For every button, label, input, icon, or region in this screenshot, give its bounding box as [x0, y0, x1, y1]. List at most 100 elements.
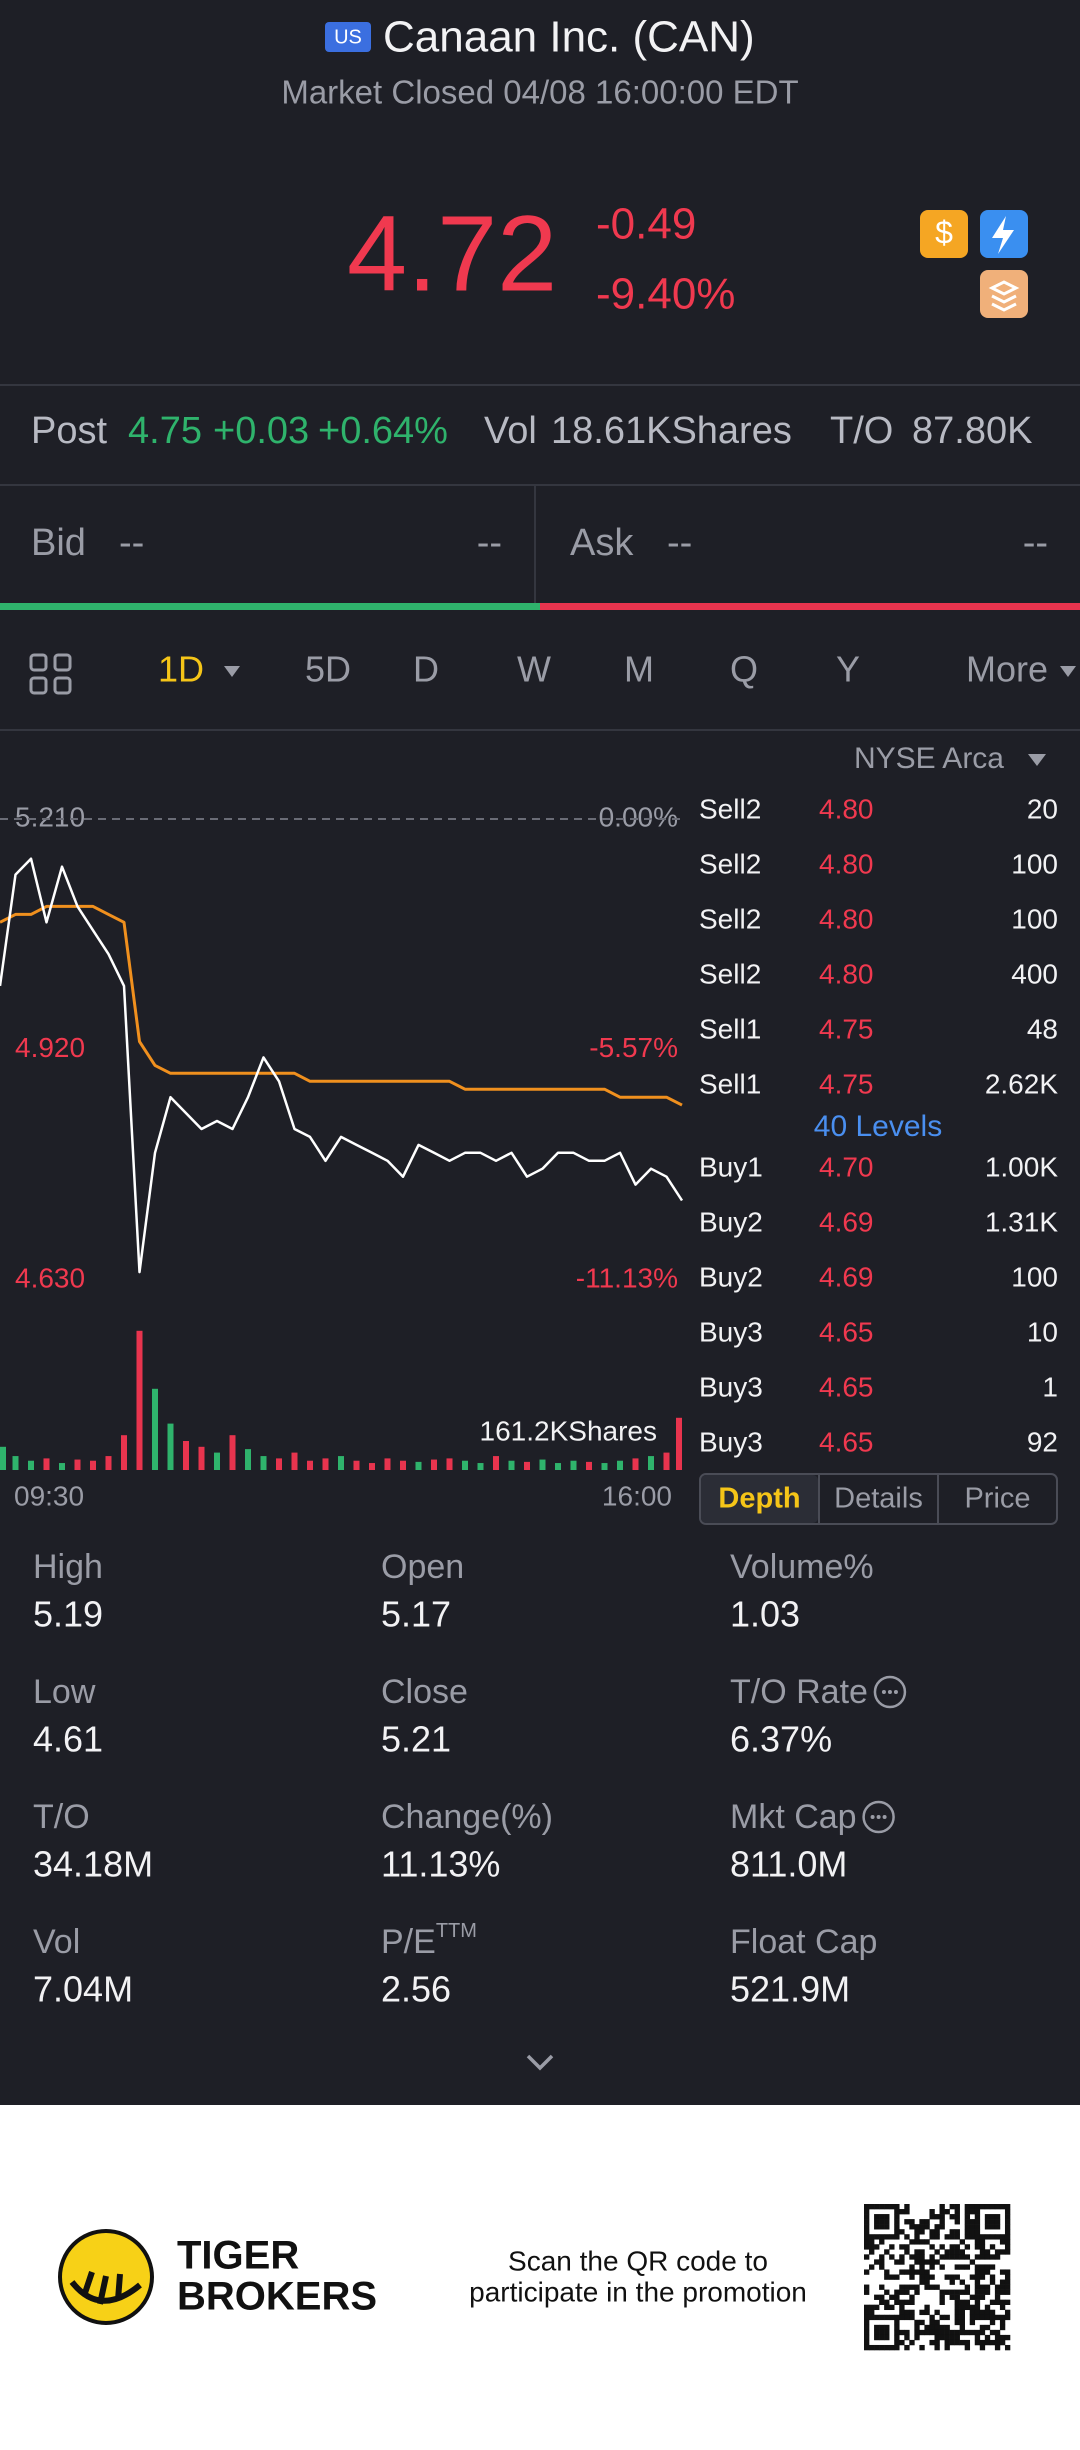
qr-module	[984, 2249, 991, 2255]
qr-module	[954, 2249, 960, 2255]
qr-module	[989, 2254, 996, 2260]
qr-module	[929, 2254, 935, 2260]
qr-module	[964, 2339, 971, 2346]
expand-chevron[interactable]	[526, 2054, 554, 2071]
qr-module	[904, 2344, 910, 2351]
qr-module	[944, 2234, 950, 2240]
book-size: 1.00K	[985, 1151, 1058, 1182]
order-book: Sell2 4.80 20 Sell2 4.80 100 Sell2 4.80 100 Sell2…	[699, 793, 1058, 1525]
qr-module	[944, 2314, 950, 2321]
qr-module	[874, 2324, 880, 2331]
stat-label: Close	[381, 1673, 468, 1711]
qr-module	[999, 2304, 1006, 2311]
qr-module	[1004, 2289, 1011, 2295]
exchange[interactable]: NYSE Arca	[854, 742, 1004, 775]
qr-module	[969, 2209, 976, 2215]
qr-module	[994, 2289, 1001, 2295]
ask-size: --	[1023, 522, 1048, 564]
volume-bar	[291, 1452, 298, 1470]
qr-module	[864, 2334, 870, 2341]
period-tab[interactable]: 1D	[158, 649, 204, 690]
post-change: +0.03	[213, 410, 309, 452]
qr-module	[1004, 2284, 1011, 2290]
qr-module	[869, 2204, 875, 2210]
qr-module	[904, 2204, 910, 2210]
qr-module	[989, 2319, 996, 2326]
qr-module	[964, 2229, 971, 2235]
volume-bar	[676, 1417, 682, 1470]
stat-value: 6.37%	[730, 1719, 832, 1760]
qr-module	[944, 2274, 950, 2280]
qr-module	[869, 2249, 875, 2255]
qr-module	[914, 2249, 920, 2255]
qr-module	[879, 2204, 885, 2210]
qr-module	[984, 2264, 991, 2270]
qr-module	[874, 2329, 880, 2336]
qr-module	[929, 2259, 935, 2265]
qr-module	[999, 2234, 1006, 2240]
dropdown-arrow	[1060, 666, 1076, 677]
qr-module	[974, 2254, 981, 2260]
qr-module	[914, 2229, 920, 2235]
period-tab[interactable]: M	[624, 649, 654, 690]
qr-module	[914, 2289, 920, 2295]
qr-module	[959, 2249, 965, 2255]
qr-module	[984, 2219, 991, 2225]
qr-module	[954, 2229, 960, 2235]
volume-bar	[384, 1458, 391, 1470]
qr-module	[974, 2279, 981, 2285]
book-price: 4.70	[819, 1151, 874, 1182]
qr-module	[884, 2214, 890, 2220]
qr-module	[934, 2214, 940, 2220]
volume-bar	[539, 1459, 546, 1470]
volume-bar	[121, 1435, 127, 1470]
book-tab[interactable]: Details	[834, 1483, 923, 1515]
qr-module	[874, 2334, 880, 2341]
book-side: Sell1	[699, 1068, 761, 1099]
qr-module	[864, 2209, 870, 2215]
qr-module	[979, 2314, 986, 2321]
period-tab[interactable]: 5D	[305, 649, 351, 690]
period-tab[interactable]: More	[966, 649, 1048, 690]
volume-bar	[663, 1452, 670, 1470]
qr-module	[949, 2329, 955, 2336]
market-badge-text: US	[334, 26, 362, 48]
qr-module	[999, 2299, 1006, 2305]
qr-module	[934, 2339, 940, 2346]
qr-module	[989, 2264, 996, 2270]
qr-module	[949, 2294, 955, 2300]
book-price: 4.80	[819, 903, 874, 934]
book-tab[interactable]: Depth	[718, 1483, 800, 1515]
period-tab[interactable]: D	[413, 649, 439, 690]
qr-module	[904, 2284, 910, 2290]
period-tab[interactable]: W	[517, 649, 551, 690]
qr-module	[904, 2334, 910, 2341]
book-size: 400	[1011, 958, 1058, 989]
layout-icon[interactable]	[29, 653, 72, 695]
bid-size: --	[477, 522, 502, 564]
qr-module	[964, 2204, 971, 2210]
qr-module	[999, 2279, 1006, 2285]
qr-module	[974, 2284, 981, 2290]
qr-module	[914, 2254, 920, 2260]
qr-module	[954, 2294, 960, 2300]
period-tab[interactable]: Q	[730, 649, 758, 690]
info-icon[interactable]	[862, 1800, 895, 1834]
book-size: 1.31K	[985, 1206, 1058, 1237]
qr-module	[904, 2289, 910, 2295]
levels-link[interactable]: 40 Levels	[814, 1110, 942, 1143]
book-price: 4.65	[819, 1316, 874, 1347]
qr-module	[939, 2299, 945, 2305]
book-tab[interactable]: Price	[964, 1483, 1030, 1515]
volume-bar	[245, 1449, 251, 1470]
y2-tick-label: 0.00%	[599, 801, 678, 832]
dividend-icon[interactable]	[920, 210, 968, 258]
period-tab[interactable]: Y	[836, 649, 860, 690]
qr-module	[949, 2279, 955, 2285]
qr-module	[914, 2224, 920, 2230]
volume-bar	[570, 1460, 577, 1470]
qr-module	[1004, 2244, 1011, 2250]
promo-line: Scan the QR code to	[508, 2245, 768, 2276]
info-icon[interactable]	[873, 1675, 907, 1709]
icon-glyph: $	[935, 214, 953, 250]
